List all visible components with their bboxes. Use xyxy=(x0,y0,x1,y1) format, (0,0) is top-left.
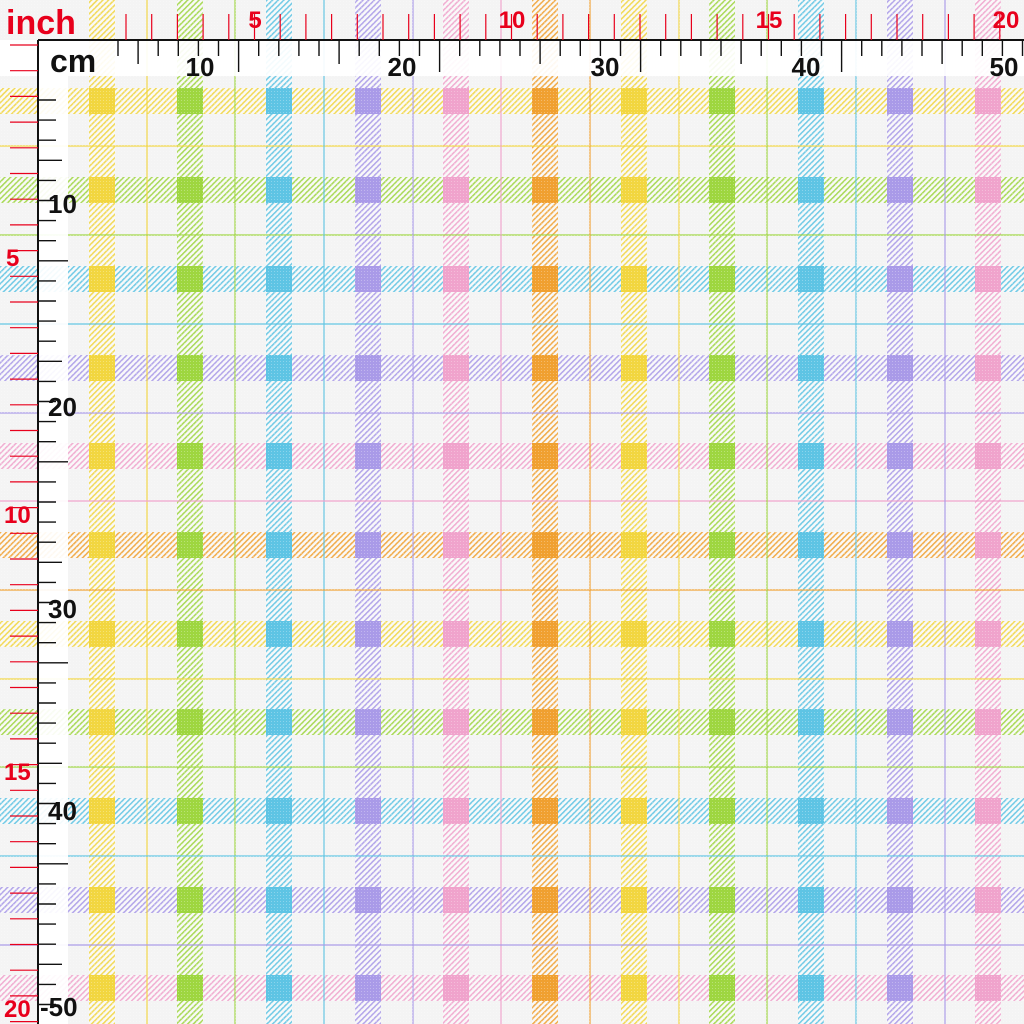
inch-top-label: 20 xyxy=(993,7,1020,34)
top-ruler-band xyxy=(0,40,1024,76)
cm-left-label: 30 xyxy=(48,594,77,624)
inch-left-label: 5 xyxy=(6,245,19,272)
inch-top-label: 10 xyxy=(499,7,526,34)
cm-left-label: 10 xyxy=(48,189,77,219)
cm-top-label: 20 xyxy=(388,52,417,82)
left-ruler-band xyxy=(38,40,68,1024)
cm-left-label: 20 xyxy=(48,392,77,422)
inch-top-label: 5 xyxy=(248,7,261,34)
inch-top-label: 15 xyxy=(756,7,783,34)
inch-left-label: 20 xyxy=(4,996,31,1023)
cm-left-label: 40 xyxy=(48,796,77,826)
cm-left-label: -50 xyxy=(40,992,78,1022)
cm-top-label: 10 xyxy=(186,52,215,82)
cm-top-label: 30 xyxy=(591,52,620,82)
inch-left-label: 15 xyxy=(4,759,31,786)
inch-left-label: 10 xyxy=(4,502,31,529)
cm-top-label: 40 xyxy=(792,52,821,82)
ruler-ticks xyxy=(10,14,1024,1024)
cm-unit-label: cm xyxy=(50,43,96,79)
cm-top-label: 50 xyxy=(990,52,1019,82)
inch-unit-label: inch xyxy=(6,4,76,42)
